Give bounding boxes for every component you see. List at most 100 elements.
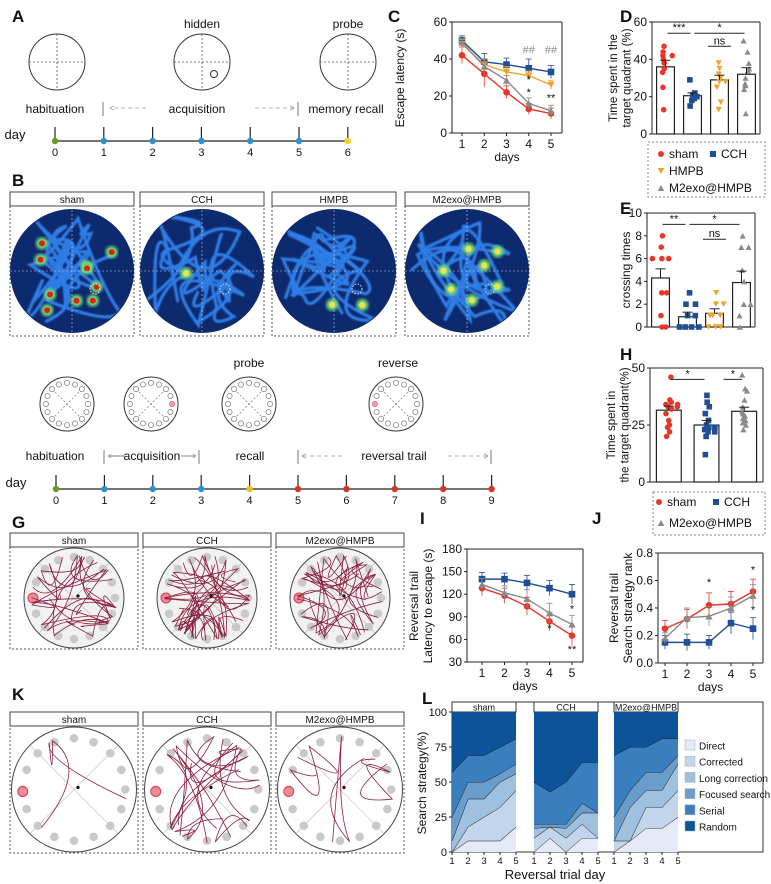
significance-mark: ## xyxy=(545,44,558,56)
area-direct xyxy=(452,826,516,852)
panel-label-g: G xyxy=(12,513,25,532)
bar xyxy=(736,73,757,135)
data-point xyxy=(502,68,511,76)
hole-icon xyxy=(42,401,49,407)
y-tick-label: 30 xyxy=(449,655,463,669)
stacked-area-m2exohmpb: M2exo@HMPB xyxy=(613,701,679,853)
legend-marker xyxy=(713,499,719,505)
hole-icon xyxy=(297,578,307,587)
trail-header xyxy=(142,532,272,548)
day-number: 0 xyxy=(52,147,58,159)
data-point xyxy=(712,424,718,431)
hole-icon xyxy=(378,386,385,393)
data-point xyxy=(712,324,719,330)
hidden-platform-icon xyxy=(210,70,218,78)
bar-group-sham xyxy=(649,233,672,330)
legend-label: Focused search xyxy=(699,790,770,801)
platform-location-icon xyxy=(219,283,231,295)
maze-reverse xyxy=(368,376,424,432)
bar-group-cch xyxy=(682,77,703,135)
data-point xyxy=(742,75,749,81)
day-number: 8 xyxy=(440,495,446,507)
swim-trail xyxy=(46,554,113,632)
series-m2exohmpb xyxy=(478,577,576,634)
trail-header xyxy=(142,711,272,727)
x-tick-label: 2 xyxy=(501,666,508,680)
data-point xyxy=(688,324,695,330)
heatmap-title: CCH xyxy=(191,195,213,206)
data-point xyxy=(665,255,672,262)
data-point xyxy=(722,78,729,85)
day-number: 5 xyxy=(295,495,301,507)
y-tick-label: 40 xyxy=(434,52,448,66)
day-marker xyxy=(198,485,205,493)
hole-icon xyxy=(351,631,360,641)
data-point xyxy=(713,290,720,296)
data-point xyxy=(692,301,699,307)
target-hole-icon xyxy=(17,786,29,797)
trail-panel-1: CCH xyxy=(142,711,272,854)
data-point xyxy=(712,301,720,307)
data-point xyxy=(662,324,669,330)
significance-mark: ns xyxy=(714,35,726,47)
bar xyxy=(731,281,752,328)
legend-marker xyxy=(656,499,662,505)
swim-trail xyxy=(310,565,356,641)
heat-core xyxy=(494,248,501,255)
bar-group-sham xyxy=(655,43,676,135)
y-axis-label: Latency to escape (s) xyxy=(421,549,435,664)
data-point xyxy=(696,324,702,330)
label: hidden xyxy=(184,17,220,31)
hole-icon xyxy=(69,552,79,562)
hole-icon xyxy=(44,409,51,416)
day-marker xyxy=(246,485,253,493)
hole-icon xyxy=(254,420,261,427)
swim-trail xyxy=(295,573,383,629)
data-point xyxy=(682,324,689,330)
data-point xyxy=(683,639,691,646)
hole-icon xyxy=(373,609,383,618)
hole-icon xyxy=(72,381,79,388)
legend-marker xyxy=(657,520,665,526)
target-hole-icon xyxy=(150,786,162,797)
hole-icon xyxy=(299,821,309,831)
data-point xyxy=(658,312,664,319)
data-point xyxy=(501,575,508,583)
x-tick-label: 4 xyxy=(525,137,532,151)
x-tick-label: 4 xyxy=(546,666,553,680)
hole-icon xyxy=(384,381,391,388)
x-tick-label: 3 xyxy=(524,666,531,680)
area-serial xyxy=(534,762,598,824)
stacked-area-cch: CCH xyxy=(533,701,599,853)
data-point xyxy=(705,612,713,620)
swim-trail xyxy=(31,569,108,615)
quadrant-divider xyxy=(231,386,267,422)
significance-mark: * xyxy=(707,577,712,589)
heatmap-1: CCH xyxy=(139,191,265,337)
y-tick-label: 20 xyxy=(634,90,648,104)
hole-icon xyxy=(383,804,392,814)
maze-probe xyxy=(221,376,277,432)
day-marker xyxy=(440,485,447,493)
legend-label: M2exo@HMPB xyxy=(669,516,752,530)
y-tick-label: 60 xyxy=(449,632,463,646)
data-point xyxy=(525,64,533,72)
day-marker xyxy=(391,485,398,493)
label: acquisition xyxy=(124,449,181,463)
y-tick-label: 2 xyxy=(635,297,642,311)
platform-location-icon xyxy=(484,283,496,295)
heat-core xyxy=(440,267,447,274)
legend-swatch xyxy=(684,772,696,783)
panel-label-h: H xyxy=(620,345,632,364)
label: reversal trail xyxy=(361,449,426,463)
bar-group-m2exohmpb xyxy=(736,37,757,135)
target-hole-icon xyxy=(169,401,176,407)
bar-group-m2exohmpb xyxy=(731,372,758,483)
area-long-correction xyxy=(614,763,678,841)
quadrant-divider xyxy=(30,745,118,834)
data-point xyxy=(674,403,681,410)
y-axis-label: Search strategy rank xyxy=(621,552,635,664)
target-hole-icon xyxy=(283,786,295,797)
heat-core xyxy=(448,286,455,293)
platform-location-icon xyxy=(89,283,101,295)
